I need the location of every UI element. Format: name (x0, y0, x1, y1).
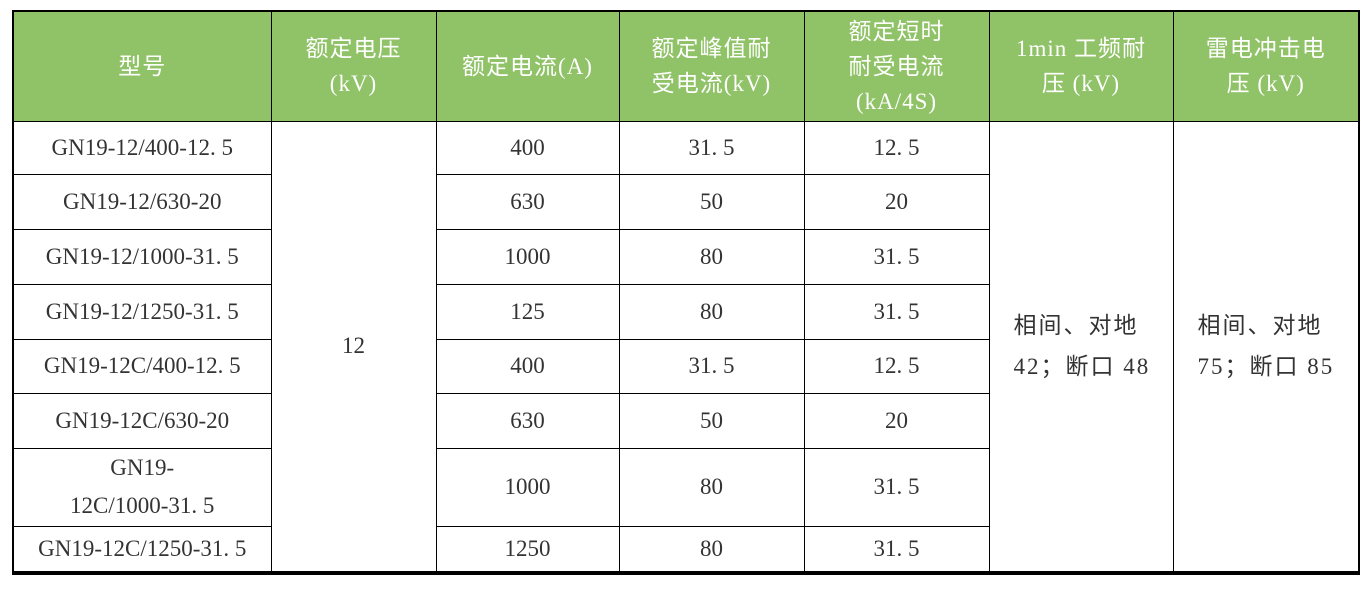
peak-current-cell: 50 (618, 392, 805, 449)
short-time-current-cell: 31. 5 (803, 525, 990, 574)
table-row: GN19-12/400-12. 5 12 400 31. 5 12. 5 相间、… (12, 120, 1360, 574)
short-time-current-cell: 20 (803, 173, 990, 230)
col-header-peak-withstand-current: 额定峰值耐 受电流(kV) (618, 10, 805, 122)
peak-current-cell: 80 (618, 525, 805, 574)
short-time-current-cell: 31. 5 (803, 228, 990, 285)
short-time-current-cell: 31. 5 (803, 283, 990, 340)
rated-current-cell: 1000 (435, 447, 620, 527)
table-row: GN19-12C/400-12. 5 400 31. 5 12. 5 (12, 338, 1359, 394)
col-header-rated-voltage: 额定电压 (kV) (270, 10, 437, 122)
lightning-impulse-merged-cell: 相间、对地 75；断口 85 (1172, 120, 1360, 574)
peak-current-cell: 31. 5 (618, 120, 805, 175)
table-row: GN19-12/630-20 630 50 20 (12, 173, 1359, 230)
table-row: GN19-12/1000-31. 5 1000 80 31. 5 (12, 228, 1359, 285)
table-row: GN19- 12C/1000-31. 5 1000 80 31. 5 (12, 447, 1359, 527)
peak-current-cell: 80 (618, 283, 805, 340)
rated-current-cell: 400 (435, 120, 620, 175)
short-time-current-cell: 20 (803, 392, 990, 449)
rated-voltage-merged-cell: 12 (270, 120, 437, 574)
model-cell: GN19- 12C/1000-31. 5 (12, 447, 272, 527)
peak-current-cell: 80 (618, 447, 805, 527)
model-cell: GN19-12C/630-20 (12, 392, 272, 449)
model-cell: GN19-12C/1250-31. 5 (12, 525, 272, 574)
col-header-power-frequency-withstand: 1min 工频耐 压 (kV) (988, 10, 1174, 122)
col-header-model: 型号 (12, 10, 272, 122)
table-row: GN19-12C/1250-31. 5 1250 80 31. 5 (12, 525, 1359, 574)
power-frequency-merged-cell: 相间、对地 42；断口 48 (988, 120, 1174, 574)
rated-current-cell: 630 (435, 173, 620, 230)
peak-current-cell: 80 (618, 228, 805, 285)
col-header-lightning-impulse: 雷电冲击电 压 (kV) (1172, 10, 1360, 122)
peak-current-cell: 50 (618, 173, 805, 230)
short-time-current-cell: 31. 5 (803, 447, 990, 527)
col-header-rated-current: 额定电流(A) (435, 10, 620, 122)
spec-table: 型号 额定电压 (kV) 额定电流(A) 额定峰值耐 受电流(kV) 额定短时 … (12, 10, 1360, 575)
rated-current-cell: 1000 (435, 228, 620, 285)
col-header-short-time-withstand-current: 额定短时 耐受电流 (kA/4S) (803, 10, 990, 122)
rated-current-cell: 125 (435, 283, 620, 340)
header-row: 型号 额定电压 (kV) 额定电流(A) 额定峰值耐 受电流(kV) 额定短时 … (12, 10, 1360, 122)
model-cell: GN19-12/1250-31. 5 (12, 283, 272, 340)
model-cell: GN19-12/1000-31. 5 (12, 228, 272, 285)
peak-current-cell: 31. 5 (618, 338, 805, 394)
table-row: GN19-12C/630-20 630 50 20 (12, 392, 1359, 449)
model-cell: GN19-12/630-20 (12, 173, 272, 230)
model-cell: GN19-12/400-12. 5 (12, 120, 272, 175)
table-row: GN19-12/1250-31. 5 125 80 31. 5 (12, 283, 1359, 340)
rated-current-cell: 630 (435, 392, 620, 449)
short-time-current-cell: 12. 5 (803, 338, 990, 394)
rated-current-cell: 400 (435, 338, 620, 394)
rated-current-cell: 1250 (435, 525, 620, 574)
short-time-current-cell: 12. 5 (803, 120, 990, 175)
model-cell: GN19-12C/400-12. 5 (12, 338, 272, 394)
